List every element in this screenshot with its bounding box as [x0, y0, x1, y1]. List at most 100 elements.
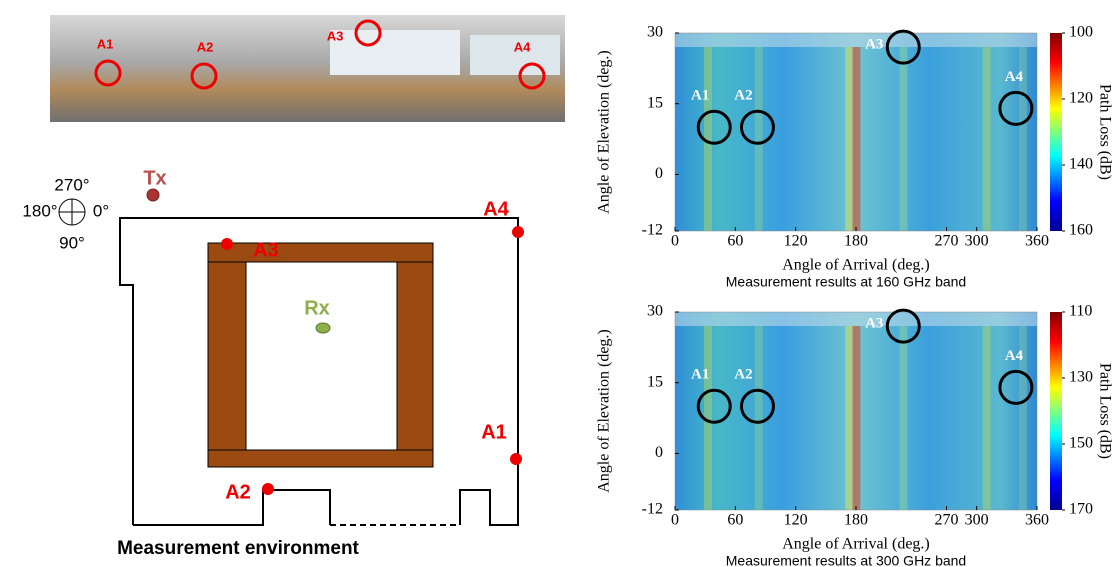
y-tick-label: 0 — [655, 444, 663, 461]
x-tick-label: 0 — [671, 512, 679, 529]
compass-label: 0° — [93, 201, 109, 220]
x-axis-label: Angle of Arrival (deg.) — [782, 257, 930, 274]
marker-label: A3 — [865, 37, 883, 53]
caption: Measurement results at 160 GHz band — [726, 274, 966, 290]
tx-label: Tx — [143, 167, 166, 189]
heatmap-texture — [675, 33, 1037, 47]
point-circle — [518, 62, 546, 90]
window — [330, 30, 460, 75]
point-label: A3 — [327, 28, 344, 43]
heatmap-texture — [1018, 47, 1027, 231]
colorbar-tick-label: 130 — [1069, 369, 1093, 386]
y-tick-label: -12 — [642, 222, 663, 239]
point-circle — [94, 59, 122, 87]
colorbar-tick-label: 100 — [1069, 24, 1093, 41]
compass-label: 270° — [54, 175, 89, 194]
point-label: A1 — [97, 36, 114, 51]
x-tick-label: 180 — [844, 512, 868, 529]
y-tick-label: 15 — [647, 94, 663, 111]
marker-label: A3 — [865, 316, 883, 332]
marker-circle — [696, 109, 732, 145]
x-tick-label: 60 — [727, 233, 743, 250]
y-tick-label: 30 — [647, 24, 663, 41]
heatmap-texture — [703, 47, 712, 231]
y-tick-label: -12 — [642, 501, 663, 518]
colorbar-tick-label: 170 — [1069, 501, 1093, 518]
x-tick-label: 180 — [844, 233, 868, 250]
x-tick-label: 300 — [965, 233, 989, 250]
rx-dot — [315, 322, 331, 334]
table-hole — [245, 261, 398, 451]
caption: Measurement environment — [117, 538, 359, 559]
tx-dot — [146, 188, 160, 202]
marker-label: A1 — [691, 367, 709, 383]
panorama: A1 A2 A3 A4 — [50, 15, 565, 122]
heatmap-texture — [754, 326, 763, 510]
point-circle — [354, 19, 382, 47]
heatmap-texture — [982, 47, 991, 231]
y-axis-label: Angle of Elevation (deg.) — [596, 50, 613, 214]
compass-label: 90° — [59, 233, 85, 252]
x-tick-label: 60 — [727, 512, 743, 529]
x-tick-label: 120 — [784, 512, 808, 529]
y-axis-label: Angle of Elevation (deg.) — [596, 329, 613, 493]
heatmap-texture — [852, 326, 861, 510]
marker-circle — [739, 388, 775, 424]
marker-label: A2 — [734, 88, 752, 104]
compass-label: 180° — [22, 201, 57, 220]
floor-plan: 270° 180° 0° 90° Tx Rx A1 A2 A3 A4 Measu… — [22, 167, 524, 559]
y-tick-label: 0 — [655, 165, 663, 182]
x-tick-label: 300 — [965, 512, 989, 529]
colorbar — [1050, 33, 1062, 231]
x-tick-label: 270 — [935, 233, 959, 250]
colorbar-tick-label: 120 — [1069, 90, 1093, 107]
marker-circle — [998, 90, 1034, 126]
marker-label: A2 — [734, 367, 752, 383]
point-label: A4 — [483, 198, 509, 220]
x-axis-label: Angle of Arrival (deg.) — [782, 536, 930, 553]
marker-circle — [998, 369, 1034, 405]
heatmap-texture — [1018, 326, 1027, 510]
x-tick-label: 270 — [935, 512, 959, 529]
marker-circle — [885, 29, 921, 65]
point-label: A4 — [514, 39, 531, 54]
colorbar-tick-label: 110 — [1069, 303, 1092, 320]
wall — [119, 217, 519, 526]
heatmap-texture — [845, 326, 854, 510]
point-label: A2 — [225, 481, 251, 503]
heatmap-texture — [703, 326, 712, 510]
colorbar-label: Path Loss (dB) — [1096, 84, 1113, 180]
x-tick-label: 360 — [1025, 233, 1049, 250]
colorbar-tick-label: 160 — [1069, 222, 1093, 239]
heatmap-texture — [899, 326, 908, 510]
colorbar-tick-label: 140 — [1069, 156, 1093, 173]
heatmap-texture — [845, 47, 854, 231]
point-label: A1 — [481, 421, 507, 443]
heatmap-texture — [982, 326, 991, 510]
marker-circle — [739, 109, 775, 145]
point-dot — [510, 453, 522, 465]
marker-circle — [885, 308, 921, 344]
heatmap-texture — [754, 47, 763, 231]
heatmap-texture — [852, 47, 861, 231]
y-tick-label: 15 — [647, 373, 663, 390]
point-circle — [190, 62, 218, 90]
colorbar — [1050, 312, 1062, 510]
x-tick-label: 0 — [671, 233, 679, 250]
window — [470, 35, 560, 75]
marker-label: A4 — [1005, 69, 1024, 85]
colorbar-label: Path Loss (dB) — [1096, 363, 1113, 459]
rx-label: Rx — [304, 297, 330, 319]
point-dot — [221, 238, 233, 250]
marker-label: A4 — [1005, 348, 1024, 364]
marker-label: A1 — [691, 88, 709, 104]
caption: Measurement results at 300 GHz band — [726, 553, 966, 567]
heatmap-texture — [899, 47, 908, 231]
heatmap-texture — [675, 312, 1037, 326]
colorbar-tick-label: 150 — [1069, 435, 1093, 452]
point-dot — [262, 483, 274, 495]
x-tick-label: 120 — [784, 233, 808, 250]
x-tick-label: 360 — [1025, 512, 1049, 529]
point-label: A2 — [197, 39, 214, 54]
